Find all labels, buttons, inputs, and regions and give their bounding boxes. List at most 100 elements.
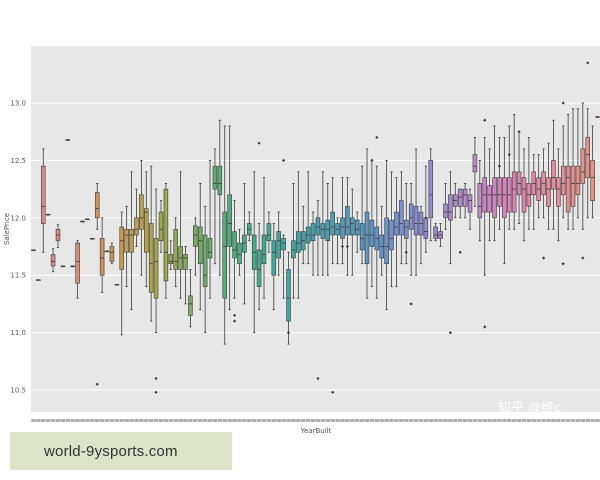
x-tick-label — [502, 419, 507, 422]
box — [595, 116, 600, 118]
box-iqr — [202, 234, 208, 287]
x-tick-label — [595, 419, 600, 422]
box-iqr — [144, 208, 149, 253]
x-tick-label — [36, 419, 41, 422]
x-tick-label — [104, 419, 110, 422]
x-tick-label — [266, 419, 272, 422]
box — [472, 137, 478, 207]
box-iqr — [359, 223, 365, 251]
box — [350, 188, 355, 276]
x-tick-label — [511, 419, 517, 422]
x-tick-label — [561, 419, 566, 422]
box-iqr — [590, 160, 595, 201]
x-tick-label — [222, 419, 227, 422]
box-iqr — [99, 238, 105, 276]
gridlines — [31, 102, 600, 391]
x-tick-label — [276, 419, 281, 422]
x-tick-label — [404, 419, 409, 422]
box — [276, 211, 281, 276]
outlier-point — [316, 376, 320, 381]
box-iqr — [511, 171, 517, 213]
box-iqr — [408, 203, 414, 230]
box — [502, 137, 507, 265]
x-tick-label — [384, 419, 389, 422]
x-tick-label — [251, 419, 257, 422]
outlier-point — [340, 244, 345, 249]
box — [36, 279, 41, 281]
box — [163, 182, 169, 299]
site-banner: world-9ysports.com — [10, 432, 232, 470]
box — [506, 125, 512, 230]
x-tick-label — [418, 419, 424, 422]
box-iqr — [271, 240, 277, 276]
x-tick-label — [399, 419, 404, 422]
box-iqr — [477, 183, 483, 219]
outlier-point — [483, 325, 487, 329]
box-iqr — [242, 234, 247, 253]
y-tick-label: 12.5 — [10, 157, 26, 165]
box-iqr — [158, 211, 164, 242]
box-iqr — [217, 165, 223, 196]
box-iqr — [428, 160, 434, 219]
box — [251, 171, 257, 334]
box — [134, 188, 139, 247]
x-tick-label — [247, 419, 252, 422]
x-tick-label — [374, 419, 380, 422]
box-iqr — [546, 177, 551, 207]
box — [359, 165, 365, 265]
x-tick-label — [129, 419, 134, 422]
box-iqr — [291, 240, 296, 259]
outlier-point — [561, 262, 565, 266]
box-iqr — [168, 254, 174, 265]
x-tick-label — [585, 419, 590, 422]
box — [492, 125, 497, 242]
box — [237, 228, 242, 276]
box — [281, 234, 286, 299]
outlier-point — [483, 118, 487, 122]
box-iqr — [433, 226, 438, 239]
box — [526, 137, 532, 230]
box — [590, 125, 595, 219]
x-tick-label — [178, 419, 183, 422]
box-iqr — [173, 228, 178, 270]
box — [104, 250, 110, 253]
box — [511, 114, 517, 230]
box — [369, 159, 375, 288]
box — [197, 182, 203, 311]
box-iqr — [448, 194, 453, 221]
y-tick-label: 11.0 — [10, 329, 26, 337]
watermark-text: 知乎 @维c — [498, 400, 561, 416]
x-tick-label — [453, 419, 458, 422]
box — [256, 223, 262, 311]
box — [286, 251, 291, 345]
outlier-point — [448, 331, 452, 335]
outlier-point — [345, 244, 349, 249]
x-tick-label — [492, 419, 497, 422]
box — [482, 137, 487, 276]
box — [139, 159, 144, 276]
x-tick-label — [477, 419, 483, 422]
box-iqr — [134, 217, 139, 236]
box — [340, 177, 345, 265]
y-tick-labels: 10.5 11.0 11.5 12.0 12.5 13.0 — [10, 100, 26, 395]
x-tick-label — [50, 419, 56, 422]
outlier-point — [541, 256, 546, 260]
box-iqr — [148, 223, 154, 293]
y-tick-label: 12.0 — [10, 214, 26, 222]
box-iqr — [423, 217, 429, 239]
x-tick-label — [389, 419, 394, 422]
box — [173, 217, 178, 288]
x-tick-label — [291, 419, 296, 422]
x-tick-label — [462, 419, 468, 422]
x-tick-label — [369, 419, 375, 422]
box — [546, 142, 551, 230]
x-tick-label — [457, 419, 463, 422]
box — [232, 200, 237, 299]
box — [394, 177, 399, 288]
x-tick-label — [408, 419, 414, 422]
x-tick-label — [330, 419, 335, 422]
x-tick-label — [193, 419, 198, 422]
x-tick-label — [286, 419, 291, 422]
box-iqr — [340, 217, 345, 239]
